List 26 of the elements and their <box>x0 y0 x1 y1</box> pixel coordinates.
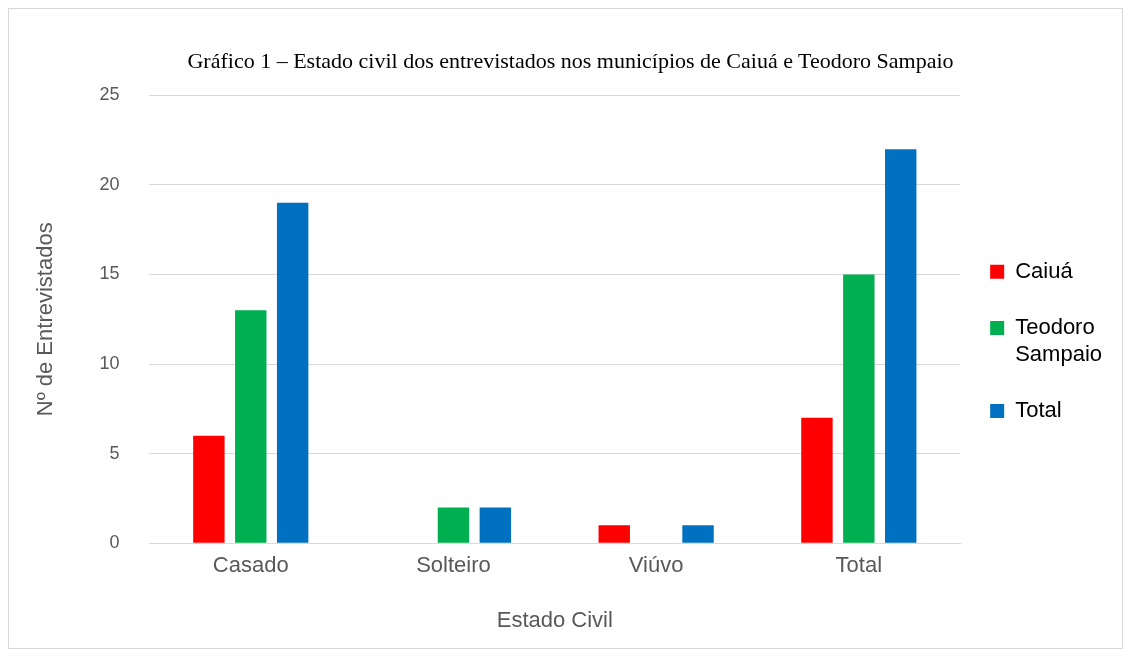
bar <box>885 149 917 543</box>
x-tick-label: Viúvo <box>628 552 684 578</box>
x-tick-label: Total <box>835 552 883 578</box>
legend-label: Teodoro Sampaio <box>1015 314 1103 366</box>
y-tick-label: 5 <box>109 442 120 463</box>
chart-title: Gráfico 1 – Estado civil dos entrevistados nos municípios de Caiuá e Teodoro Sampaio <box>187 47 954 73</box>
y-tick-label: 20 <box>99 173 120 194</box>
legend-label: Total <box>1015 396 1062 422</box>
y-axis-title: Nº de Entrevistados <box>32 222 58 417</box>
x-tick-label: Casado <box>212 552 289 578</box>
bar <box>598 525 630 543</box>
bar <box>843 274 875 543</box>
y-tick-label: 10 <box>99 353 120 374</box>
bar <box>276 202 309 543</box>
y-tick-label: 15 <box>99 263 120 284</box>
bar <box>235 310 267 543</box>
bar <box>193 435 225 543</box>
bar <box>479 507 512 543</box>
y-tick-label: 0 <box>109 532 120 553</box>
bar <box>437 507 470 543</box>
bar <box>682 525 714 543</box>
x-tick-label: Solteiro <box>416 552 491 578</box>
legend-label: Caiuá <box>1015 257 1074 283</box>
bar <box>801 417 833 543</box>
x-axis-title: Estado Civil <box>496 606 613 632</box>
y-tick-label: 25 <box>99 84 120 105</box>
